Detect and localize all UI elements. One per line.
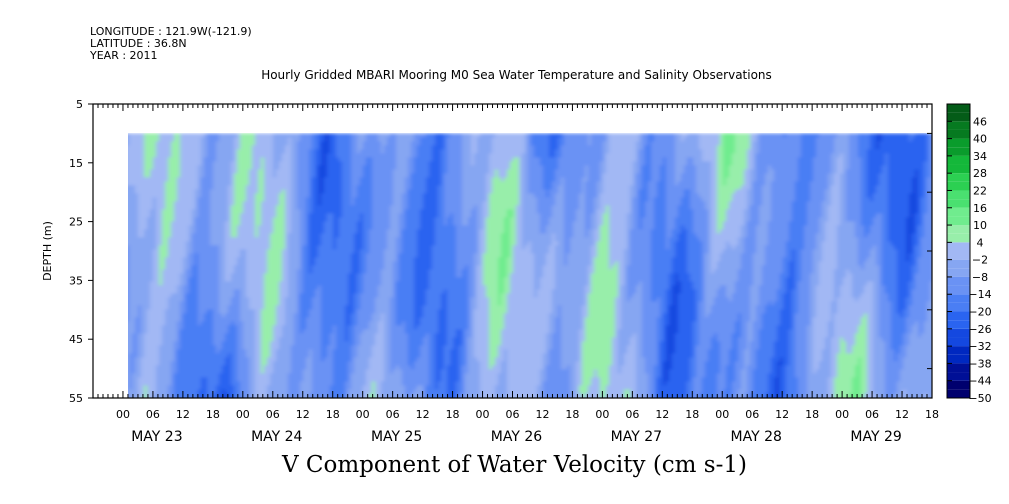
heatmap-cell	[933, 161, 937, 166]
heatmap-cell	[123, 177, 127, 182]
heatmap-cell	[933, 157, 937, 162]
heatmap-cell	[123, 161, 127, 166]
heatmap-cell	[933, 165, 937, 170]
heatmap-cell	[123, 181, 127, 186]
heatmap-cell	[123, 197, 127, 202]
heatmap-cell	[123, 133, 127, 138]
heatmap-cell	[123, 157, 127, 162]
heatmap-cell	[933, 193, 937, 198]
heatmap-cell	[123, 149, 127, 154]
heatmap-cell	[123, 153, 127, 158]
heatmap-cell	[933, 133, 937, 138]
heatmap-cell	[933, 141, 937, 146]
heatmap-cell	[933, 153, 937, 158]
chart: 00 06 12 18 00 06 12 18 00 06 12 18 00 06 12 18 00 06 12 18…	[0, 0, 1009, 504]
heatmap-cell	[933, 145, 937, 150]
heatmap-cell	[123, 141, 127, 146]
heatmap-cell	[933, 173, 937, 178]
heatmap-cell	[123, 165, 127, 170]
heatmap-cell	[123, 145, 127, 150]
heatmap-cell	[933, 149, 937, 154]
heatmap-cell	[123, 173, 127, 178]
heatmap-cell	[123, 189, 127, 194]
heatmap-cell	[933, 189, 937, 194]
heatmap-cell	[933, 185, 937, 190]
heatmap-cell	[933, 169, 937, 174]
heatmap-cell	[933, 181, 937, 186]
heatmap-cell	[123, 169, 127, 174]
heatmap-cell	[123, 193, 127, 198]
heatmap-cell	[123, 185, 127, 190]
heatmap-cell	[933, 177, 937, 182]
heatmap-field	[123, 133, 937, 402]
heatmap-cell	[933, 137, 937, 142]
heatmap-cell	[123, 137, 127, 142]
